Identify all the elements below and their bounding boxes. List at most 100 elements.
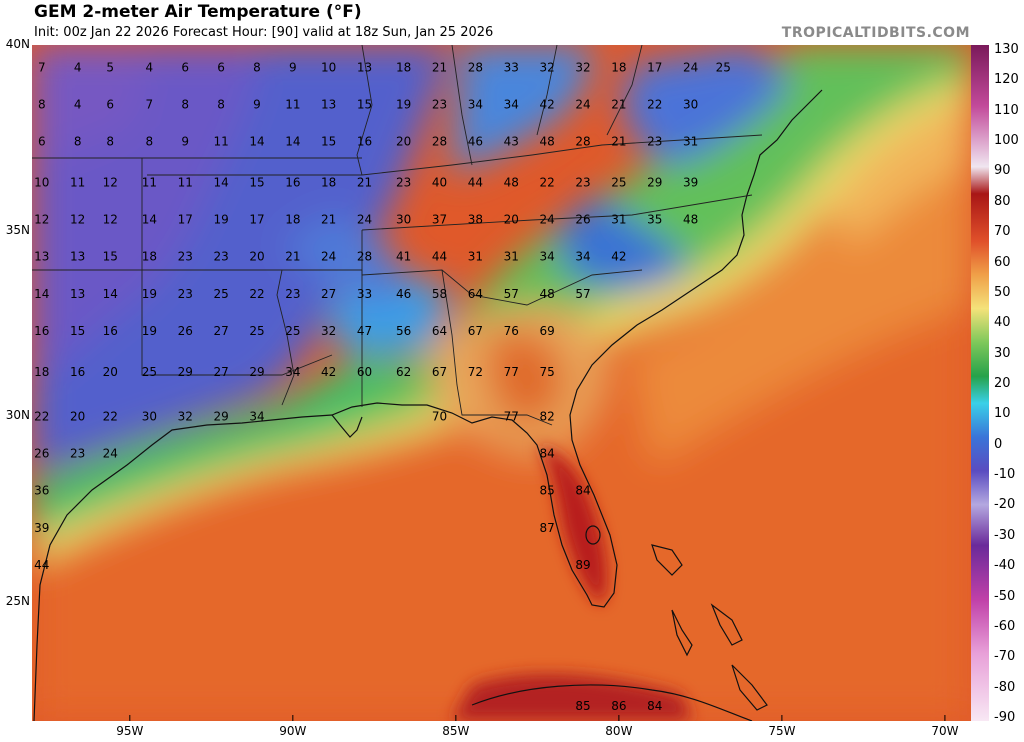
colorbar-tick-label: 50 (994, 284, 1011, 300)
station-temp-label: 62 (396, 365, 411, 379)
station-temp-label: 16 (103, 324, 118, 338)
station-temp-label: 18 (34, 365, 49, 379)
station-temp-label: 12 (103, 175, 118, 189)
station-temp-label: 86 (611, 699, 626, 713)
station-temp-label: 34 (285, 365, 300, 379)
station-temp-label: 24 (321, 250, 336, 264)
station-temp-label: 20 (504, 213, 519, 227)
station-temp-label: 21 (611, 135, 626, 149)
station-temp-label: 22 (34, 409, 49, 423)
station-temp-label: 14 (142, 213, 157, 227)
station-temp-label: 31 (504, 250, 519, 264)
station-temp-label: 15 (321, 135, 336, 149)
colorbar-tick-label: -40 (994, 558, 1016, 574)
station-temp-label: 85 (540, 484, 555, 498)
station-temp-label: 56 (396, 324, 411, 338)
lat-label: 30N (5, 408, 30, 423)
station-temp-label: 12 (34, 213, 49, 227)
station-temp-label: 16 (285, 175, 300, 189)
station-temp-label: 15 (357, 97, 372, 111)
station-temp-label: 25 (716, 60, 731, 74)
station-temp-label: 77 (504, 365, 519, 379)
station-temp-label: 8 (253, 60, 261, 74)
station-temp-label: 21 (285, 250, 300, 264)
station-temp-label: 28 (468, 60, 483, 74)
lon-label: 80W (605, 724, 633, 738)
station-temp-label: 17 (249, 213, 264, 227)
station-temp-label: 30 (683, 97, 698, 111)
station-temp-label: 48 (683, 213, 698, 227)
station-temp-label: 14 (285, 135, 300, 149)
station-temp-label: 26 (178, 324, 193, 338)
colorbar-tick-label: 100 (994, 133, 1019, 149)
station-temp-label: 13 (321, 97, 336, 111)
station-temp-label: 39 (683, 175, 698, 189)
lon-label: 70W (931, 724, 959, 738)
lon-label: 90W (279, 724, 307, 738)
station-temp-label: 21 (432, 60, 447, 74)
temperature-map: 7 4 5 4 6 6 8 9 10 13 18 21 28 33 32 32 18 17 24 25 8 4 6 7 8 8 9 1… (32, 45, 971, 721)
station-temp-label: 19 (142, 324, 157, 338)
station-temp-label: 42 (611, 250, 626, 264)
station-temp-label: 13 (357, 60, 372, 74)
station-temp-label: 29 (647, 175, 662, 189)
station-temp-label: 23 (213, 250, 228, 264)
station-temp-label: 16 (357, 135, 372, 149)
station-temp-label: 8 (146, 135, 154, 149)
station-temp-label: 10 (321, 60, 336, 74)
station-temp-label: 57 (575, 287, 590, 301)
station-temp-label: 20 (70, 409, 85, 423)
station-temp-label: 11 (213, 135, 228, 149)
temperature-field (32, 45, 971, 721)
station-temp-label: 4 (146, 60, 154, 74)
station-temp-label: 11 (285, 97, 300, 111)
station-temp-label: 6 (38, 135, 46, 149)
station-temp-label: 43 (504, 135, 519, 149)
station-temp-label: 8 (38, 97, 46, 111)
lon-label: 95W (116, 724, 144, 738)
station-temp-label: 4 (74, 97, 82, 111)
station-temp-label: 11 (178, 175, 193, 189)
station-temp-label: 19 (142, 287, 157, 301)
station-temp-label: 24 (357, 213, 372, 227)
station-temp-label: 60 (357, 365, 372, 379)
station-temp-label: 46 (468, 135, 483, 149)
station-values: 7 4 5 4 6 6 8 9 10 13 18 21 28 33 32 32 18 17 24 258 4 6 7 8 8 9 1… (34, 60, 731, 713)
station-temp-label: 19 (213, 213, 228, 227)
station-temp-label: 14 (213, 175, 228, 189)
station-temp-label: 18 (142, 250, 157, 264)
station-temp-label: 29 (178, 365, 193, 379)
station-temp-label: 21 (321, 213, 336, 227)
station-temp-label: 20 (249, 250, 264, 264)
station-temp-label: 8 (217, 97, 225, 111)
station-temp-label: 37 (432, 213, 447, 227)
station-temp-label: 19 (396, 97, 411, 111)
station-temp-label: 48 (540, 287, 555, 301)
station-temp-label: 34 (249, 409, 264, 423)
station-temp-label: 13 (70, 250, 85, 264)
station-temp-label: 85 (575, 699, 590, 713)
station-temp-label: 89 (575, 558, 590, 572)
station-temp-label: 18 (396, 60, 411, 74)
station-temp-label: 25 (285, 324, 300, 338)
station-temp-label: 24 (575, 97, 590, 111)
lat-label: 40N (5, 37, 30, 51)
station-temp-label: 34 (540, 250, 555, 264)
station-temp-label: 23 (285, 287, 300, 301)
station-temp-label: 22 (249, 287, 264, 301)
station-temp-label: 11 (70, 175, 85, 189)
state-borders (32, 45, 763, 426)
station-temp-label: 9 (253, 97, 261, 111)
station-temp-label: 14 (103, 287, 118, 301)
station-temp-label: 44 (432, 250, 447, 264)
map-subtitle: Init: 00z Jan 22 2026 Forecast Hour: [90… (34, 25, 494, 40)
station-temp-label: 14 (34, 287, 49, 301)
station-temp-label: 44 (34, 558, 49, 572)
colorbar-tick-label: 80 (994, 193, 1011, 209)
station-temp-label: 41 (396, 250, 411, 264)
station-temp-label: 13 (34, 250, 49, 264)
station-temp-label: 29 (213, 409, 228, 423)
station-temp-label: 36 (34, 484, 49, 498)
station-temp-label: 20 (396, 135, 411, 149)
station-temp-label: 44 (468, 175, 483, 189)
